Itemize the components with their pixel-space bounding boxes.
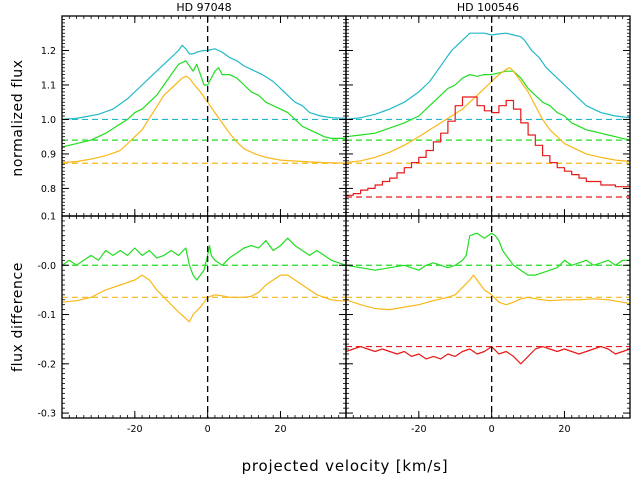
red-series-line	[346, 96, 630, 196]
top-y-axis-label: normalized flux	[10, 59, 26, 176]
y-tick-label: -0.1	[37, 310, 56, 321]
bottom-y-axis-label: flux difference	[10, 262, 26, 372]
panel-title: HD 100546	[457, 1, 519, 14]
plot-area	[346, 32, 630, 198]
panel-2: HD 100546 -20 0 20	[345, 1, 631, 435]
orange-series-line	[62, 274, 346, 323]
x-tick-label: 0	[205, 424, 211, 435]
orange-series-line	[62, 75, 346, 164]
top-plot	[345, 15, 631, 217]
y-tick-label: 0.9	[41, 149, 56, 160]
plot-frame	[345, 215, 631, 419]
top-plot: 0.8 0.9 1.0 1.1 1.2	[41, 15, 347, 217]
x-axis-label: projected velocity [km/s]	[242, 457, 449, 475]
x-tick-label: 20	[558, 424, 570, 435]
plot-frame	[61, 215, 347, 419]
red-series-line	[346, 346, 630, 365]
plot-frame	[61, 15, 347, 217]
cyan-series-line	[346, 32, 630, 120]
y-tick-label: 0.1	[41, 212, 56, 223]
x-tick-label: 0	[489, 424, 495, 435]
plot-area	[62, 237, 346, 323]
plot-frame	[345, 15, 631, 217]
x-tick-label: -20	[411, 424, 427, 435]
plot-area	[62, 44, 346, 164]
y-tick-label: -0.0	[37, 261, 56, 272]
x-tick-label: 20	[274, 424, 286, 435]
green-series-line	[346, 70, 630, 141]
panel-1: HD 97048 0.8 0.9 1.0 1.1 1.2 -0.3 -0.2 -0.1 -0.0 0…	[37, 1, 347, 435]
green-series-line	[346, 232, 630, 276]
y-tick-label: 1.0	[41, 115, 56, 126]
y-tick-label: 1.1	[41, 80, 56, 91]
cyan-series-line	[62, 44, 346, 120]
y-tick-label: -0.3	[37, 409, 56, 420]
y-tick-label: 0.8	[41, 184, 56, 195]
green-series-line	[62, 60, 346, 148]
y-tick-label: 1.2	[41, 46, 56, 57]
y-tick-label: -0.2	[37, 359, 56, 370]
plot-area	[346, 232, 630, 365]
green-series-line	[62, 237, 346, 281]
bottom-plot: -20 0 20	[345, 215, 631, 435]
orange-series-line	[346, 67, 630, 164]
bottom-plot: -0.3 -0.2 -0.1 -0.0 0.1 -20 0 20	[37, 212, 347, 435]
x-tick-label: -20	[127, 424, 143, 435]
panel-title: HD 97048	[176, 1, 231, 14]
orange-series-line	[346, 274, 630, 311]
